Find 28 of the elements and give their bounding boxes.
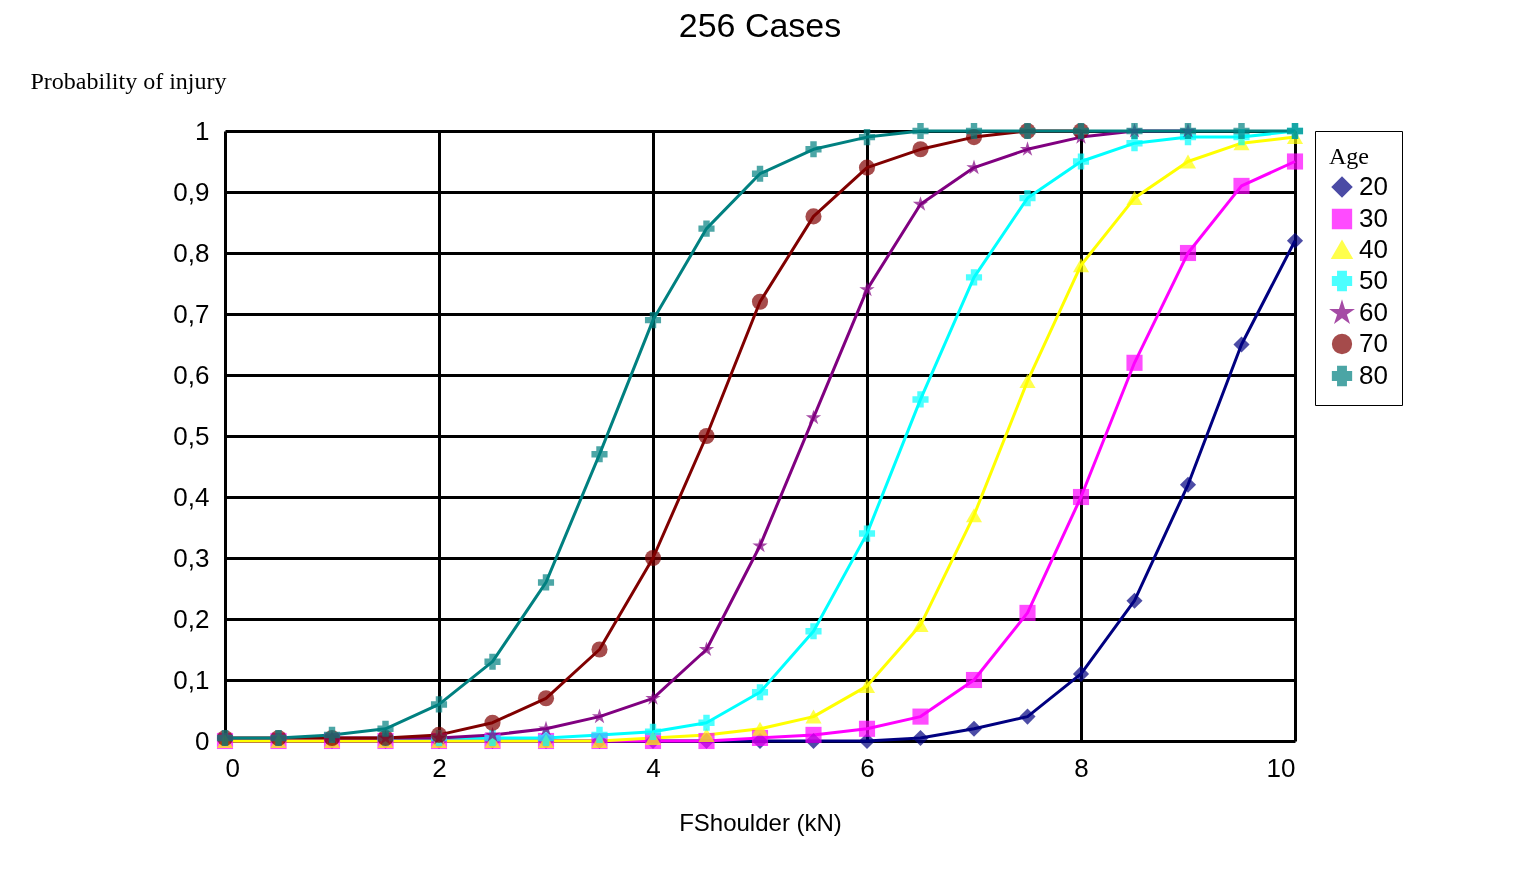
y-tick-label: 0,5 (173, 420, 210, 451)
legend-label: 50 (1359, 265, 1388, 295)
x-tick-label: 0 (225, 752, 240, 783)
y-tick-label: 0,3 (173, 542, 210, 573)
legend-label: 20 (1359, 171, 1388, 201)
y-tick-label: 0,4 (173, 481, 210, 512)
chart-title: 256 Cases (678, 6, 842, 44)
y-tick-label: 0,2 (173, 603, 210, 634)
x-tick-label: 10 (1266, 752, 1296, 783)
x-tick-label: 4 (646, 752, 661, 783)
y-tick-label: 0,8 (173, 237, 210, 268)
y-tick-label: 0,6 (173, 359, 210, 390)
legend-label: 80 (1359, 360, 1388, 390)
y-tick-label: 1 (195, 115, 210, 146)
legend-label: 40 (1359, 234, 1388, 264)
legend-label: 60 (1359, 297, 1388, 327)
x-tick-label: 2 (432, 752, 447, 783)
y-tick-label: 0,7 (173, 298, 210, 329)
legend-label: 30 (1359, 203, 1388, 233)
legend-label: 70 (1359, 328, 1388, 358)
y-tick-label: 0,9 (173, 176, 210, 207)
legend-title: Age (1329, 143, 1369, 169)
y-axis-title: Probability of injury (30, 67, 227, 94)
y-tick-label: 0 (195, 725, 210, 756)
x-tick-label: 6 (860, 752, 875, 783)
x-axis-title: FShoulder (kN) (679, 808, 842, 836)
x-tick-label: 8 (1074, 752, 1089, 783)
y-tick-label: 0,1 (173, 664, 210, 695)
